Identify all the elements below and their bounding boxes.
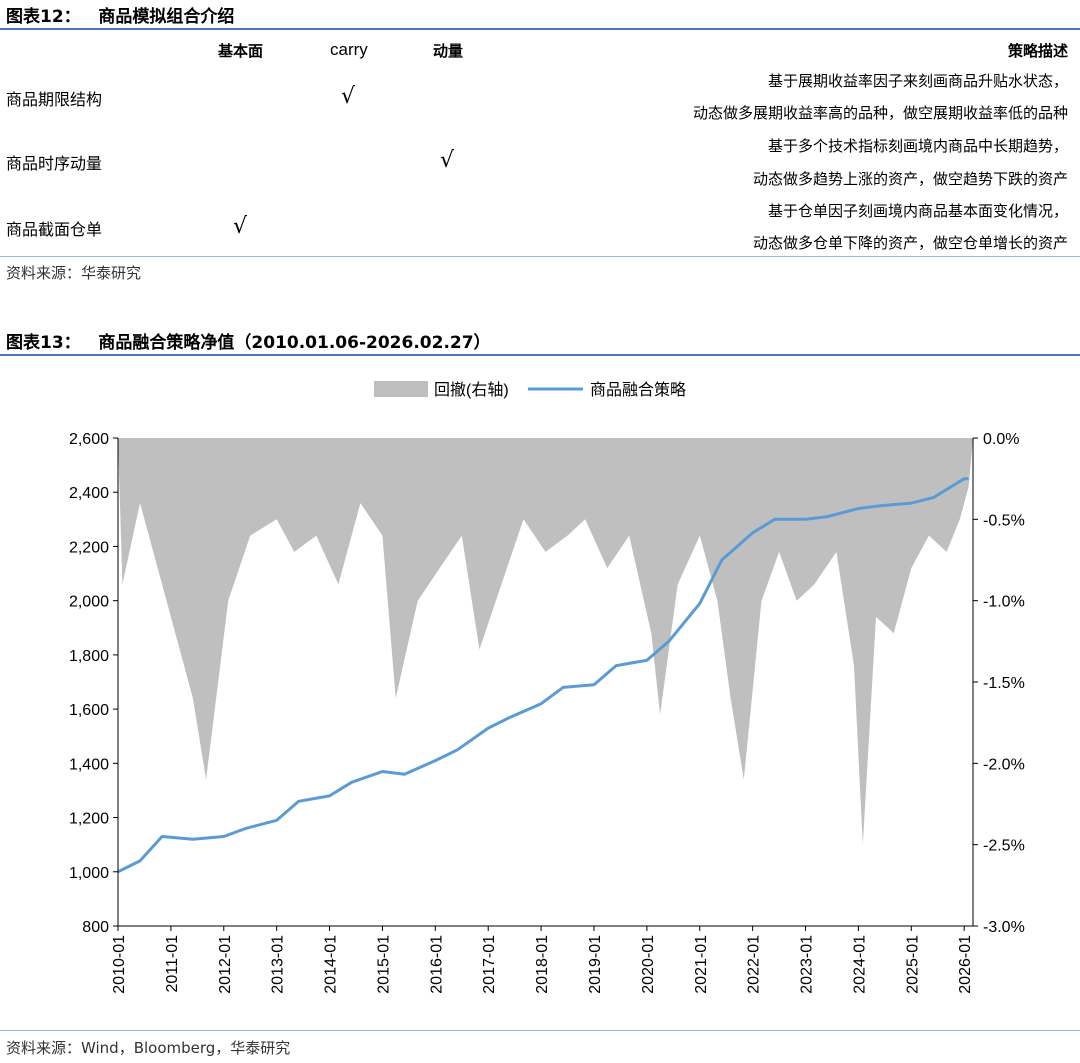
chart-source: 资料来源：Wind，Bloomberg，华泰研究 (6, 1039, 291, 1057)
right-tick-label: -1.5% (983, 675, 1025, 692)
right-tick-label: -3.0% (983, 919, 1025, 936)
table-bottom-rule (0, 256, 1080, 257)
col-momentum: 动量 (433, 42, 464, 60)
left-tick-label: 2,200 (69, 539, 109, 556)
left-tick-label: 1,800 (69, 648, 109, 665)
row-warehouse-label: 商品截面仓单 (6, 220, 103, 239)
row-term-structure-desc-1: 基于展期收益率因子来刻画商品升贴水状态， (767, 72, 1068, 90)
table-source: 资料来源：华泰研究 (6, 264, 142, 282)
x-tick-label: 2010-01 (111, 935, 128, 994)
x-tick-label: 2018-01 (534, 935, 551, 994)
x-tick-label: 2011-01 (164, 935, 181, 993)
row-term-structure-label: 商品期限结构 (6, 90, 103, 109)
x-tick-label: 2025-01 (904, 935, 921, 994)
left-tick-label: 1,000 (69, 865, 109, 882)
left-tick-label: 1,400 (69, 756, 109, 773)
row-momentum-check: √ (440, 148, 455, 173)
left-tick-label: 1,600 (69, 702, 109, 719)
row-warehouse-check: √ (233, 214, 248, 239)
x-tick-label: 2012-01 (217, 935, 234, 994)
right-tick-label: -2.0% (983, 756, 1025, 773)
x-tick-label: 2022-01 (746, 935, 763, 994)
chart-header: 图表13： 商品融合策略净值（2010.01.06-2026.02.27） (0, 326, 1080, 356)
x-tick-label: 2021-01 (693, 935, 710, 994)
col-fundamental: 基本面 (218, 42, 264, 60)
chart-title: 图表13： 商品融合策略净值（2010.01.06-2026.02.27） (6, 333, 491, 353)
row-momentum-desc-1: 基于多个技术指标刻画境内商品中长期趋势， (767, 137, 1068, 155)
right-tick-label: 0.0% (983, 431, 1019, 448)
right-tick-label: -0.5% (983, 512, 1025, 529)
x-tick-label: 2023-01 (799, 935, 816, 994)
right-tick-label: -2.5% (983, 838, 1025, 855)
row-momentum-desc-2: 动态做多趋势上涨的资产，做空趋势下跌的资产 (752, 170, 1068, 188)
x-tick-label: 2017-01 (481, 935, 498, 994)
col-carry: carry (330, 40, 368, 59)
left-tick-label: 2,400 (69, 485, 109, 502)
table-header: 图表12： 商品模拟组合介绍 (0, 0, 1080, 30)
row-momentum-label: 商品时序动量 (6, 154, 103, 173)
x-tick-label: 2015-01 (375, 935, 392, 994)
x-tick-label: 2019-01 (587, 935, 604, 994)
x-tick-label: 2026-01 (957, 935, 974, 994)
table-header-rule (0, 28, 1080, 30)
x-tick-label: 2020-01 (640, 935, 657, 994)
legend-label-drawdown: 回撤(右轴) (434, 381, 509, 399)
x-tick-label: 2013-01 (270, 935, 287, 994)
drawdown-area (118, 438, 973, 845)
legend-swatch-drawdown (374, 381, 428, 397)
x-tick-label: 2016-01 (428, 935, 445, 994)
legend-label-strategy: 商品融合策略 (590, 381, 686, 399)
left-tick-label: 2,600 (69, 431, 109, 448)
row-term-structure-check: √ (341, 84, 356, 109)
x-tick-label: 2024-01 (851, 935, 868, 994)
row-warehouse-desc-1: 基于仓单因子刻画境内商品基本面变化情况， (767, 202, 1068, 220)
left-tick-label: 800 (82, 919, 109, 936)
col-description: 策略描述 (1007, 42, 1068, 60)
right-tick-label: -1.0% (983, 594, 1025, 611)
x-tick-label: 2014-01 (323, 935, 340, 994)
chart-bottom-rule (0, 1030, 1080, 1031)
chart-header-rule (0, 354, 1080, 356)
row-term-structure-desc-2: 动态做多展期收益率高的品种，做空展期收益率低的品种 (692, 104, 1068, 122)
row-warehouse-desc-2: 动态做多仓单下降的资产，做空仓单增长的资产 (752, 234, 1068, 252)
table-title: 图表12： 商品模拟组合介绍 (6, 7, 235, 27)
nav-chart: 800 1,000 1,200 1,400 1,600 1,800 2,000 2,200 2,… (69, 381, 1025, 994)
strategy-line (117, 477, 969, 874)
left-tick-label: 1,200 (69, 811, 109, 828)
left-tick-label: 2,000 (69, 594, 109, 611)
